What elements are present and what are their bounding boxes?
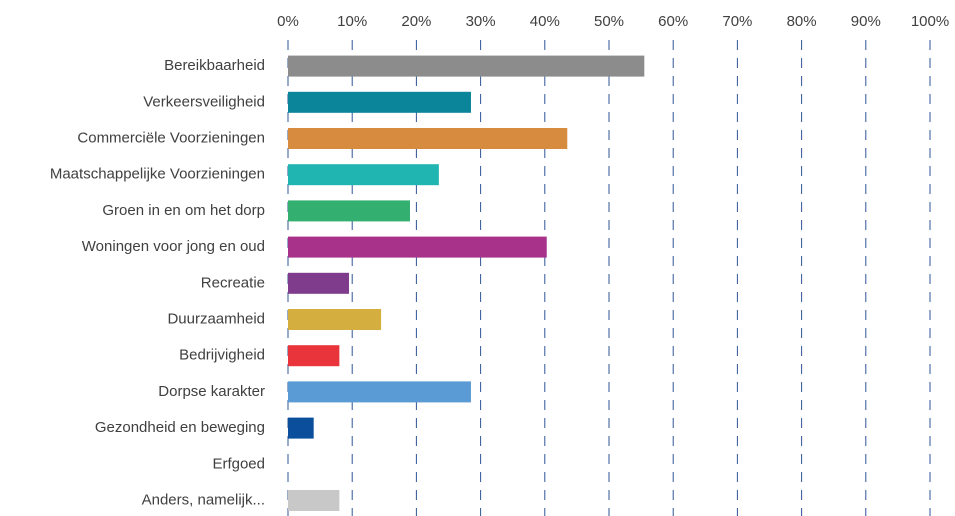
x-tick-label: 60% <box>658 13 688 30</box>
bar <box>288 345 340 367</box>
y-tick-label: Anders, namelijk... <box>142 491 265 508</box>
bar <box>288 91 471 113</box>
x-tick-label: 30% <box>466 13 496 30</box>
y-tick-label: Groen in en om het dorp <box>102 202 265 219</box>
x-tick-label: 100% <box>911 13 949 30</box>
bar <box>288 200 410 222</box>
y-tick-label: Maatschappelijke Voorzieningen <box>50 166 265 183</box>
x-tick-label: 80% <box>787 13 817 30</box>
x-tick-label: 50% <box>594 13 624 30</box>
y-tick-label: Recreatie <box>201 274 265 291</box>
bar <box>288 417 314 439</box>
y-tick-label: Dorpse karakter <box>158 383 265 400</box>
x-tick-label: 0% <box>277 13 299 30</box>
bar <box>288 309 382 330</box>
x-tick-label: 70% <box>722 13 752 30</box>
y-tick-label: Bedrijvigheid <box>179 347 265 364</box>
x-tick-label: 90% <box>851 13 881 30</box>
y-tick-label: Woningen voor jong en oud <box>82 238 265 255</box>
y-tick-label: Verkeersveiligheid <box>143 93 265 110</box>
bar <box>288 164 439 186</box>
x-tick-label: 40% <box>530 13 560 30</box>
bar <box>288 236 547 258</box>
bar <box>288 490 340 511</box>
bar <box>288 272 349 294</box>
y-tick-label: Bereikbaarheid <box>164 57 265 74</box>
y-tick-label: Gezondheid en beweging <box>95 419 265 436</box>
x-tick-label: 20% <box>401 13 431 30</box>
y-tick-label: Duurzaamheid <box>167 310 265 327</box>
x-tick-label: 10% <box>337 13 367 30</box>
bar <box>288 381 471 403</box>
bar <box>288 128 568 149</box>
bar <box>288 55 645 77</box>
y-tick-label: Commerciële Voorzieningen <box>77 129 265 146</box>
y-tick-label: Erfgoed <box>212 455 265 472</box>
